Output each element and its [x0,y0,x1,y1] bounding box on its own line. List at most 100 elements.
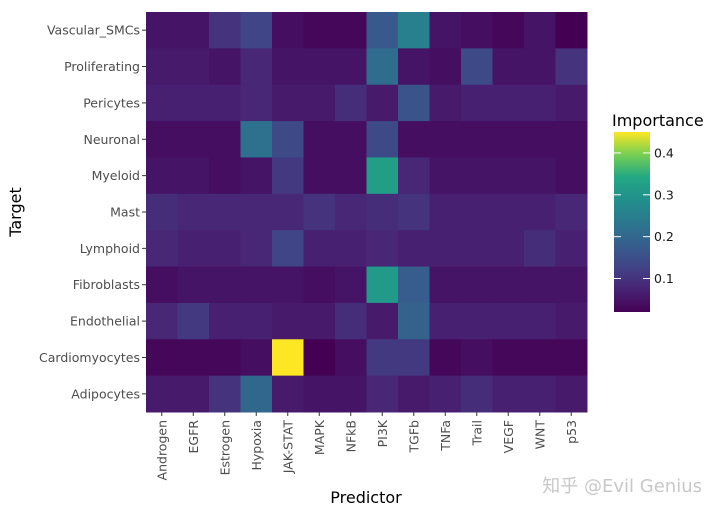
y-tick-label: Mast [110,205,140,220]
x-tick-label: Trail [469,420,484,447]
heatmap-cell [461,339,493,377]
heatmap-cell [461,193,493,231]
legend-colorbar [614,132,650,312]
heatmap-cell [461,48,493,86]
heatmap-cell [524,266,556,304]
heatmap-cell [272,48,304,86]
heatmap-cell [524,12,556,49]
heatmap-cell [272,302,304,340]
heatmap-cell [524,230,556,268]
heatmap-cell [398,339,430,377]
heatmap-cell [492,375,525,413]
x-tick-label: VEGF [501,420,516,453]
heatmap-cell [240,230,273,268]
y-tick-label: Neuronal [83,132,140,147]
heatmap-cell [524,48,556,86]
heatmap-cell [461,157,493,195]
heatmap-cell [146,230,178,268]
heatmap-cell [303,339,336,377]
heatmap-cell [366,84,399,122]
heatmap-cell [272,12,304,49]
heatmap-cell [429,302,462,340]
heatmap-cell [555,48,588,86]
heatmap-cell [335,12,367,49]
heatmap-cell [429,230,462,268]
x-tick-label: JAK-STAT [280,420,295,475]
heatmap-cell [429,339,462,377]
heatmap-cell [240,193,273,231]
heatmap-cell [240,339,273,377]
heatmap-cell [461,302,493,340]
heatmap-cell [398,12,430,49]
heatmap-cell [398,302,430,340]
heatmap-cell [461,121,493,158]
heatmap-cell [524,157,556,195]
heatmap-cell [335,121,367,158]
heatmap-cell [461,266,493,304]
heatmap-cell [398,375,430,413]
heatmap-cell [177,48,210,86]
heatmap-cell [146,266,178,304]
heatmap-cell [335,302,367,340]
heatmap-cell [366,48,399,86]
heatmap-cell [209,121,241,158]
x-tick-label: TGFb [406,420,421,454]
heatmap-cell [555,157,588,195]
heatmap-cell [177,12,210,49]
legend-tick-label: 0.2 [654,229,674,244]
heatmap-cell [555,302,588,340]
heatmap-cell [429,48,462,86]
heatmap-cell [366,12,399,49]
heatmap-cell [240,157,273,195]
heatmap-cell [366,157,399,195]
heatmap-cell [303,230,336,268]
heatmap-cell [240,302,273,340]
heatmap-cell [303,157,336,195]
heatmap-cell [492,302,525,340]
heatmap-cell [492,121,525,158]
heatmap-cell [240,48,273,86]
heatmap-cell [240,12,273,49]
heatmap-cell [555,266,588,304]
heatmap-cell [177,339,210,377]
heatmap-cell [335,266,367,304]
x-axis-title: Predictor [330,488,402,507]
legend-tick-label: 0.3 [654,187,674,202]
heatmap-cell [209,48,241,86]
legend: Importance 0.1 0.2 0.3 0.4 [612,111,704,312]
heatmap-cell [272,84,304,122]
heatmap-cell [177,121,210,158]
heatmap-cell [429,12,462,49]
heatmap-cell [335,157,367,195]
heatmap-cell [335,84,367,122]
heatmap-cell [272,339,304,377]
heatmap-cell [492,48,525,86]
heatmap-cell [366,302,399,340]
heatmap-cell [492,193,525,231]
heatmap-cell [461,84,493,122]
heatmap-cell [524,84,556,122]
heatmap-cells [146,12,588,413]
x-tick-label: Hypoxia [249,420,264,471]
heatmap-cell [209,375,241,413]
heatmap-cell [429,193,462,231]
heatmap-cell [555,375,588,413]
heatmap-cell [366,193,399,231]
heatmap-cell [177,157,210,195]
y-tick-label: Adipocytes [71,386,140,401]
legend-tick-label: 0.4 [654,145,674,160]
x-tick-label: MAPK [312,419,327,455]
heatmap-cell [177,375,210,413]
heatmap-cell [398,193,430,231]
heatmap-cell [524,121,556,158]
heatmap-cell [492,84,525,122]
heatmap-cell [146,121,178,158]
heatmap-cell [398,84,430,122]
heatmap-cell [555,121,588,158]
heatmap-cell [209,84,241,122]
heatmap-cell [177,230,210,268]
heatmap-cell [272,230,304,268]
heatmap-cell [429,375,462,413]
heatmap-cell [209,266,241,304]
